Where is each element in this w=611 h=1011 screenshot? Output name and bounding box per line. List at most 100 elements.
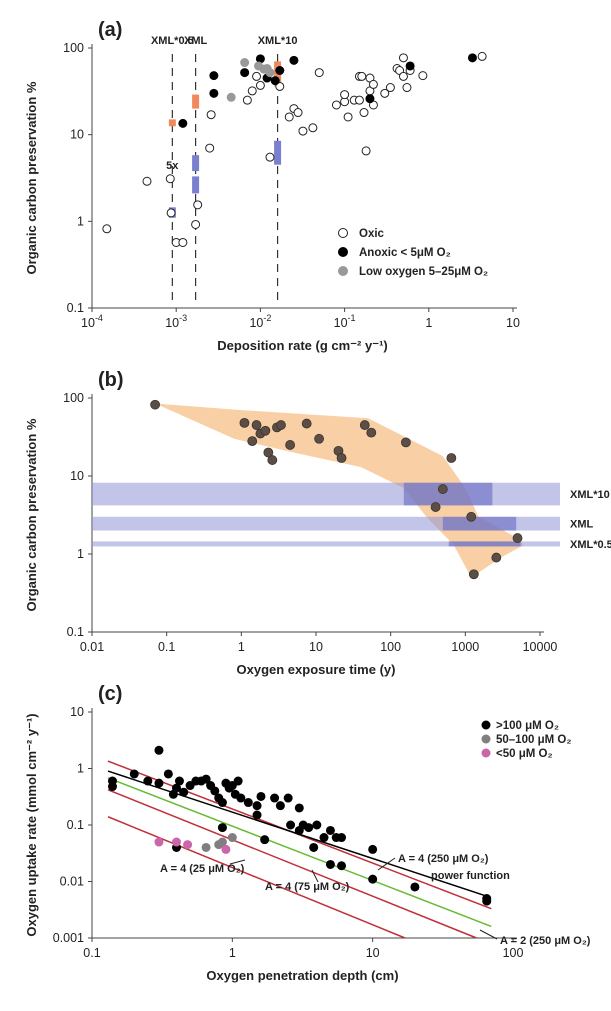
x-tick-label: 100 (503, 946, 524, 960)
data-point (163, 769, 173, 779)
y-tick-label: 0.1 (67, 625, 84, 639)
xml-band-label: XML*10 (570, 489, 610, 501)
data-point-open (178, 237, 188, 247)
data-point-filled (240, 68, 250, 78)
legend-label: Low oxygen 5–25μM O₂ (359, 266, 488, 278)
y-tick-label: 0.1 (67, 301, 84, 315)
x-tick-label: 10-1 (334, 313, 356, 330)
data-point (319, 833, 329, 843)
x-tick-base: 10 (249, 316, 263, 330)
data-point-filled (178, 118, 188, 128)
x-tick-label: 1 (229, 946, 236, 960)
x-tick-label: 0.1 (158, 640, 175, 654)
fit-line-label: A = 4 (75 μM O₂) (265, 881, 350, 893)
data-point-filled (270, 76, 280, 86)
data-point-open (242, 95, 252, 105)
x-tick-label: 1 (425, 316, 432, 330)
x-tick-label: 10-2 (249, 313, 271, 330)
data-point (482, 896, 492, 906)
y-tick-label: 1 (77, 762, 84, 776)
data-point (217, 823, 227, 833)
annotation-5x: 5x (166, 160, 179, 172)
y-tick-label: 0.1 (67, 818, 84, 832)
data-point (227, 833, 237, 843)
data-point-open (165, 174, 175, 184)
x-tick-base: 10 (334, 316, 348, 330)
data-point-open (284, 112, 294, 122)
estimate-bar (192, 94, 200, 109)
data-point (312, 820, 322, 830)
data-point-filled (209, 71, 219, 81)
data-point (276, 420, 286, 430)
data-point-filled (467, 53, 477, 63)
data-point-open (340, 90, 350, 100)
x-tick-label: 10000 (523, 640, 558, 654)
x-tick-label: 1 (238, 640, 245, 654)
fit-line-label: A = 4 (25 μM O₂) (160, 863, 245, 875)
data-point (239, 417, 250, 428)
data-point-open (357, 71, 367, 81)
data-point (154, 778, 164, 788)
data-point-open (298, 126, 308, 136)
data-point-open (398, 71, 408, 81)
xml-reference-label: XML*0.5 (151, 35, 194, 47)
x-tick-label: 10 (506, 316, 520, 330)
data-point-open (368, 79, 378, 89)
data-point (491, 552, 502, 563)
data-point (368, 844, 378, 854)
fit-line (107, 789, 477, 939)
fit-line (107, 816, 406, 939)
data-point (446, 453, 457, 463)
data-point (437, 484, 448, 494)
data-point-open (275, 81, 285, 91)
data-point (270, 793, 280, 803)
x-axis-title: Deposition rate (g cm⁻² y⁻¹) (217, 338, 387, 353)
label-leader (311, 869, 319, 883)
data-point (183, 840, 193, 850)
data-point-open (314, 68, 324, 78)
data-point (325, 825, 335, 835)
data-point (294, 803, 304, 813)
data-point (260, 835, 270, 845)
data-point-open (477, 51, 487, 61)
data-point-open (191, 219, 201, 229)
xml-band-label: XML*0.5 (570, 539, 611, 551)
fit-line (107, 777, 492, 928)
y-tick-label: 1 (77, 214, 84, 228)
data-point-open (205, 143, 215, 153)
fit-line-label: power function (431, 870, 510, 882)
data-point (260, 425, 271, 436)
data-point-filled (365, 94, 375, 104)
data-point (337, 861, 347, 871)
data-point (267, 455, 278, 465)
data-point (129, 769, 139, 779)
data-point (251, 420, 262, 430)
x-axis-title: Oxygen penetration depth (cm) (206, 968, 398, 983)
legend-label: 50–100 μM O₂ (496, 734, 571, 746)
data-point-open (206, 110, 216, 120)
data-point-open (398, 53, 408, 63)
y-tick-label: 10 (70, 128, 84, 142)
legend-label: Oxic (359, 228, 385, 240)
data-point-open (402, 83, 412, 93)
x-tick-base: 10 (506, 316, 520, 330)
x-tick-exponent: -2 (263, 313, 271, 323)
x-tick-label: 1000 (451, 640, 479, 654)
data-point (325, 859, 335, 869)
data-point (304, 823, 314, 833)
data-point (309, 842, 319, 852)
x-tick-exponent: -1 (348, 313, 356, 323)
data-point (236, 793, 246, 803)
x-tick-label: 100 (380, 640, 401, 654)
data-point (174, 776, 184, 786)
data-point (263, 447, 274, 458)
data-point (252, 801, 262, 811)
data-point-filled (209, 88, 219, 98)
data-point-open (385, 83, 395, 93)
data-point (217, 837, 227, 847)
data-point (217, 798, 227, 808)
legend-marker (338, 228, 348, 238)
panel-label: (a) (98, 19, 122, 41)
